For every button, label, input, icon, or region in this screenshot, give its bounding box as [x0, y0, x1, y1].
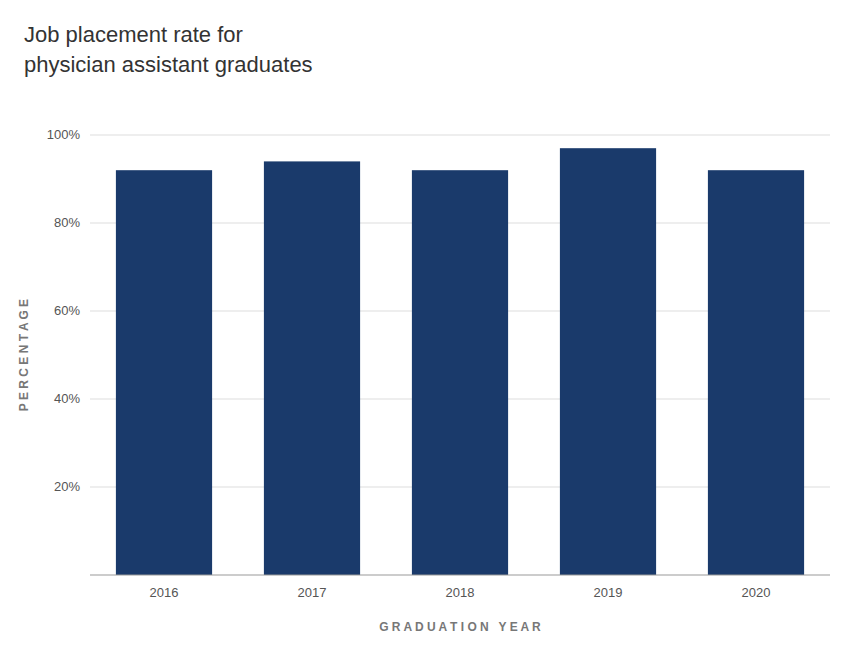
y-tick-label: 60% [54, 303, 80, 318]
x-tick-label: 2019 [594, 585, 623, 600]
y-tick-label: 20% [54, 479, 80, 494]
bar [708, 170, 804, 575]
chart-svg: Job placement rate for physician assistan… [0, 0, 860, 660]
y-axis-label: P E R C E N T A G E [17, 299, 31, 411]
y-tick-label: 40% [54, 391, 80, 406]
x-tick-label: 2020 [742, 585, 771, 600]
title: Job placement rate for [24, 22, 243, 47]
bar [116, 170, 212, 575]
x-tick-label: 2018 [446, 585, 475, 600]
chart-container: Job placement rate for physician assistan… [0, 0, 860, 660]
x-tick-label: 2016 [150, 585, 179, 600]
x-axis-line [90, 575, 830, 576]
bar [412, 170, 508, 575]
bars [116, 148, 804, 575]
bar [264, 161, 360, 575]
grid-line [90, 135, 830, 136]
bar [560, 148, 656, 575]
y-tick-label: 80% [54, 215, 80, 230]
y-tick-label: 100% [47, 127, 81, 142]
x-axis-label: G R A D U A T I O N Y E A R [379, 620, 541, 634]
title: physician assistant graduates [24, 52, 313, 77]
x-tick-label: 2017 [298, 585, 327, 600]
